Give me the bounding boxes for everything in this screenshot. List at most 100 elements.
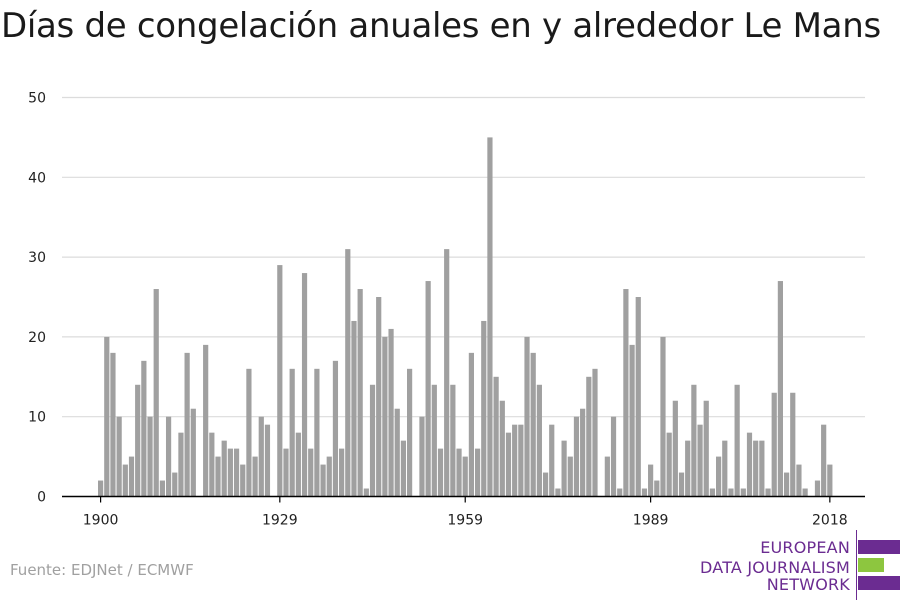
bar-1958 [456,448,462,497]
bar-1978 [580,408,586,497]
bar-1907 [141,360,147,497]
bar-1987 [635,297,641,497]
bar-2010 [777,281,783,497]
bar-2011 [783,472,790,497]
bar-1997 [697,424,703,497]
bar-1999 [709,488,716,497]
bar-2018 [827,464,833,497]
bar-1992 [666,432,672,497]
bar-1945 [376,297,382,497]
x-tick-label: 1900 [83,513,119,529]
bar-1939 [339,448,345,497]
bar-2012 [790,392,796,497]
bar-1961 [474,448,481,497]
bar-1976 [567,456,573,497]
bar-2005 [746,432,753,497]
bar-1912 [172,472,178,497]
bar-1995 [685,440,691,497]
bar-1925 [252,456,258,497]
bar-1904 [122,464,128,497]
bar-1962 [481,320,487,497]
bar-2017 [821,424,827,497]
bar-1957 [450,384,456,497]
bar-1914 [184,352,190,497]
bar-1965 [499,400,505,497]
bar-1947 [388,328,394,497]
bar-1993 [672,400,678,497]
bar-1910 [159,480,165,497]
bar-1900 [98,480,104,497]
grid-lines [62,96,865,418]
bar-2009 [771,392,777,497]
bar-2007 [759,440,765,497]
bar-1959 [462,456,468,497]
y-tick-label: 50 [28,91,46,107]
bar-1982 [604,456,610,497]
bar-1964 [493,376,499,497]
bar-1952 [419,416,425,497]
bar-1942 [357,289,363,497]
bar-1984 [617,488,623,497]
bar-1934 [308,448,314,497]
logo-line-2: DATA JOURNALISM [700,558,850,577]
bar-1903 [116,416,122,497]
bar-1985 [623,289,629,497]
logo-line-1: EUROPEAN [760,538,850,557]
bar-1988 [641,488,648,497]
y-tick-label: 0 [37,490,46,506]
bar-1983 [610,416,617,497]
bar-2002 [728,488,734,497]
bar-1915 [190,408,196,497]
bar-1933 [301,273,308,497]
bar-2003 [734,384,740,497]
bar-1948 [394,408,400,497]
bar-1966 [505,432,512,497]
bar-1905 [128,456,135,497]
bar-1944 [369,384,376,497]
bar-1986 [629,344,635,497]
y-tick-label: 40 [28,170,46,186]
y-axis-labels: 0 10 20 30 40 50 [28,91,46,506]
bar-1930 [283,448,289,497]
x-tick-label: 1929 [262,513,298,529]
bar-1990 [654,480,660,497]
y-tick-label: 10 [28,410,46,426]
bar-1989 [648,464,654,497]
logo-bar-icon-3 [858,576,900,590]
bar-2001 [722,440,728,497]
bar-2000 [716,456,722,497]
bar-1969 [524,336,530,497]
bar-1913 [178,432,184,497]
logo-bar-icon-1 [858,540,900,554]
bar-1924 [246,368,252,497]
bar-1971 [536,384,542,497]
bar-1975 [561,440,567,497]
bar-1949 [400,440,407,497]
bar-1970 [530,352,536,497]
y-tick-label: 20 [28,330,46,346]
bar-2016 [814,480,821,497]
chart-title: Días de congelación anuales en y alreded… [1,6,881,46]
edjnet-logo: EUROPEAN DATA JOURNALISM NETWORK [700,530,900,600]
bar-1974 [555,488,561,497]
bar-1923 [240,464,246,497]
bar-1960 [468,352,474,497]
bar-1940 [345,249,351,497]
bar-2008 [765,488,771,497]
bar-1906 [135,384,141,497]
bar-1946 [382,336,388,497]
bar-1979 [586,376,592,497]
logo-divider [856,530,857,600]
bar-1938 [332,360,339,497]
bar-1932 [295,432,301,497]
bar-1918 [209,432,215,497]
bar-1919 [215,456,221,497]
bar-1936 [320,464,326,497]
bar-1931 [289,368,295,497]
bar-2006 [753,440,759,497]
bar-1977 [573,416,580,497]
logo-bar-icon-2 [858,558,884,572]
bar-1968 [518,424,524,497]
bar-2013 [796,464,802,497]
bar-1967 [512,424,518,497]
